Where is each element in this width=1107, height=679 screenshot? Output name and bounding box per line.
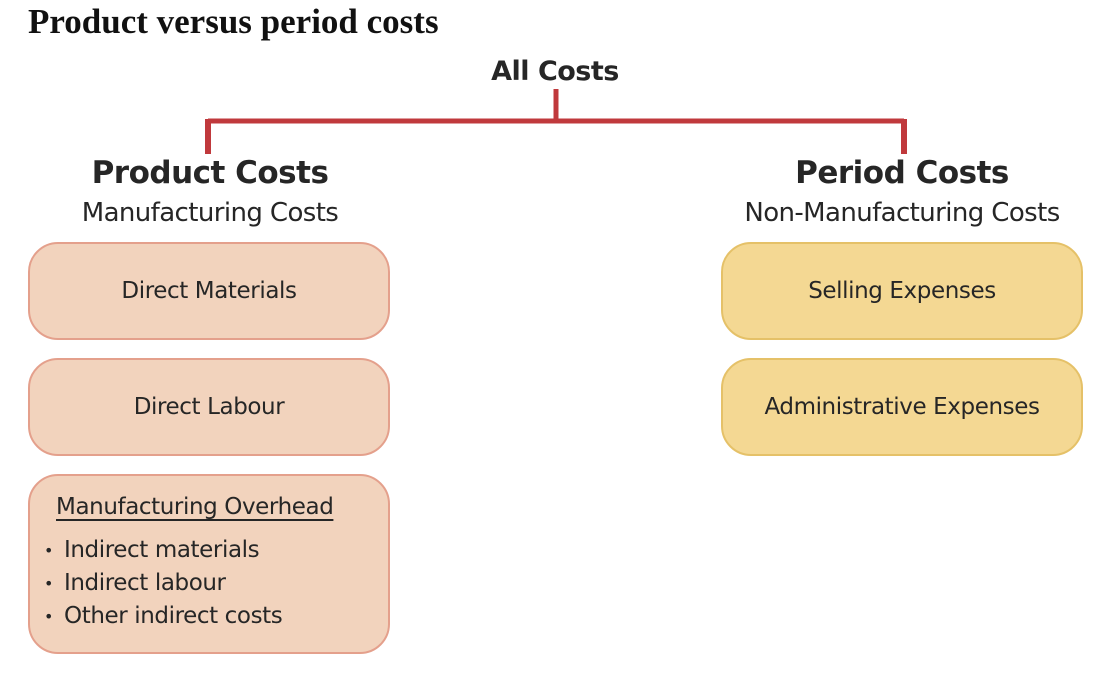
product-costs-title: Product Costs: [91, 155, 329, 191]
manufacturing-overhead-box: Manufacturing Overhead • Indirect materi…: [28, 474, 390, 654]
selling-expenses-box: Selling Expenses: [721, 242, 1083, 340]
direct-materials-box: Direct Materials: [28, 242, 390, 340]
bullet-icon: •: [44, 607, 54, 626]
overhead-item-indirect-materials: Indirect materials: [64, 537, 260, 563]
product-costs-subtitle: Manufacturing Costs: [81, 198, 339, 228]
direct-labour-box: Direct Labour: [28, 358, 390, 456]
direct-labour-label: Direct Labour: [133, 394, 285, 420]
administrative-expenses-label: Administrative Expenses: [764, 394, 1040, 420]
list-item: • Indirect materials: [44, 534, 388, 567]
selling-expenses-label: Selling Expenses: [808, 278, 996, 304]
manufacturing-overhead-title: Manufacturing Overhead: [56, 494, 334, 520]
bullet-icon: •: [44, 574, 54, 593]
period-costs-title: Period Costs: [795, 155, 1009, 191]
direct-materials-label: Direct Materials: [121, 278, 297, 304]
page-title: Product versus period costs: [28, 2, 439, 41]
bullet-icon: •: [44, 541, 54, 560]
overhead-item-other-indirect-costs: Other indirect costs: [64, 603, 283, 629]
period-costs-subtitle: Non-Manufacturing Costs: [744, 198, 1060, 228]
administrative-expenses-box: Administrative Expenses: [721, 358, 1083, 456]
overhead-item-indirect-labour: Indirect labour: [64, 570, 226, 596]
overhead-list: • Indirect materials • Indirect labour •…: [44, 534, 388, 633]
list-item: • Indirect labour: [44, 567, 388, 600]
list-item: • Other indirect costs: [44, 600, 388, 633]
root-node-label: All Costs: [491, 56, 619, 87]
